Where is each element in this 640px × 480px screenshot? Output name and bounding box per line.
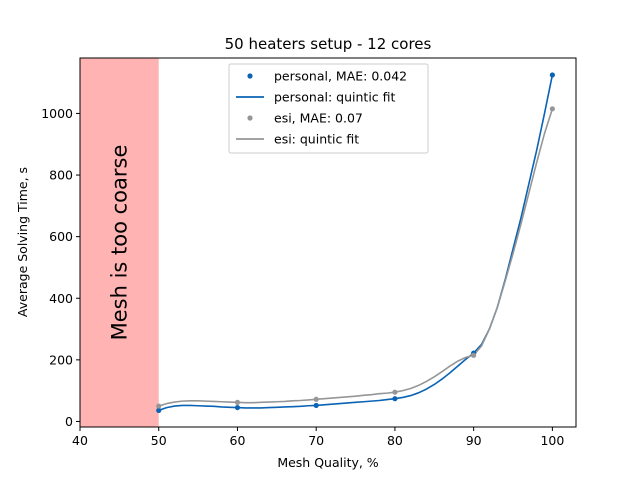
legend-label: esi: quintic fit (274, 132, 359, 147)
legend-label: esi, MAE: 0.07 (274, 111, 363, 126)
y-tick-label: 1000 (41, 106, 73, 121)
data-point (234, 399, 241, 405)
y-tick-label: 0 (65, 414, 73, 429)
chart-title: 50 heaters setup - 12 cores (225, 35, 432, 53)
legend-items: personal, MAE: 0.042 personal: quintic fi… (236, 69, 407, 147)
data-point (234, 404, 241, 411)
shaded-region-layer: Mesh is too coarse (80, 58, 159, 427)
plot-frame (79, 57, 577, 428)
data-point (156, 407, 162, 413)
y-axis-label: Average Solving Time, s (15, 167, 30, 317)
x-tick-label: 100 (540, 433, 564, 448)
series-line-3 (158, 108, 554, 407)
y-tick-label: 200 (49, 352, 73, 367)
y-tick-label: 800 (49, 168, 73, 183)
data-point (392, 389, 398, 395)
x-tick-label: 40 (72, 433, 88, 448)
legend-label: personal: quintic fit (274, 90, 396, 105)
legend-point-swatch (247, 73, 253, 79)
x-axis-label: Mesh Quality, % (277, 455, 378, 470)
y-tick-label: 400 (49, 291, 73, 306)
data-point (313, 402, 319, 409)
shaded-region-label: Mesh is too coarse (107, 145, 131, 341)
data-point (392, 396, 398, 402)
x-tick-label: 80 (387, 433, 403, 448)
y-tick-label: 600 (49, 229, 73, 244)
legend-point-swatch (247, 115, 253, 121)
x-tick-label: 60 (230, 433, 246, 448)
x-tick-label: 70 (308, 433, 324, 448)
x-tick-label: 90 (466, 433, 482, 448)
data-point (313, 396, 319, 402)
legend-label: personal, MAE: 0.042 (274, 69, 407, 84)
data-point (549, 106, 555, 112)
x-tick-label: 50 (151, 433, 167, 448)
y-axis-ticks: 0 200 400 600 800 1000 (41, 106, 80, 429)
data-point (471, 352, 477, 358)
series-points-layer (156, 72, 555, 413)
series-lines-layer (158, 74, 554, 412)
x-axis-ticks: 40 50 60 70 80 90 100 (72, 427, 564, 448)
data-point (156, 403, 162, 409)
legend: personal, MAE: 0.042 personal: quintic fi… (228, 63, 429, 154)
data-point (549, 72, 555, 78)
legend-frame (228, 63, 429, 154)
shaded-region (80, 58, 159, 427)
